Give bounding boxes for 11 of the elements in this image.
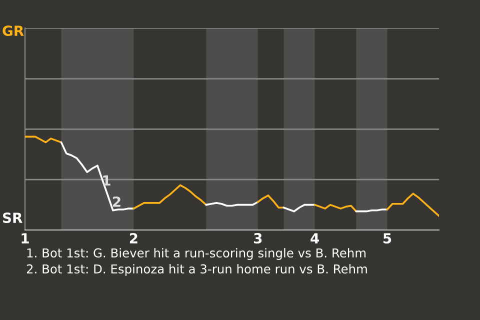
- x-tick-label: 2: [130, 233, 138, 244]
- x-tick-label: 3: [254, 233, 262, 244]
- text: GR: [2, 26, 24, 36]
- text: SR: [2, 212, 22, 224]
- text: 1. Bot 1st: G. Biever hit a run-scoring single vs B. Rehm: [27, 248, 366, 260]
- x-tick-label: 5: [383, 233, 392, 244]
- x-tick-label: 4: [310, 233, 319, 244]
- annotation: 1: [103, 175, 110, 186]
- text: 2. Bot 1st: D. Espinoza hit a 3-run home run vs B. Rehm: [26, 264, 367, 276]
- x-tick-label: 1: [22, 233, 29, 244]
- annotation: 2: [113, 196, 120, 207]
